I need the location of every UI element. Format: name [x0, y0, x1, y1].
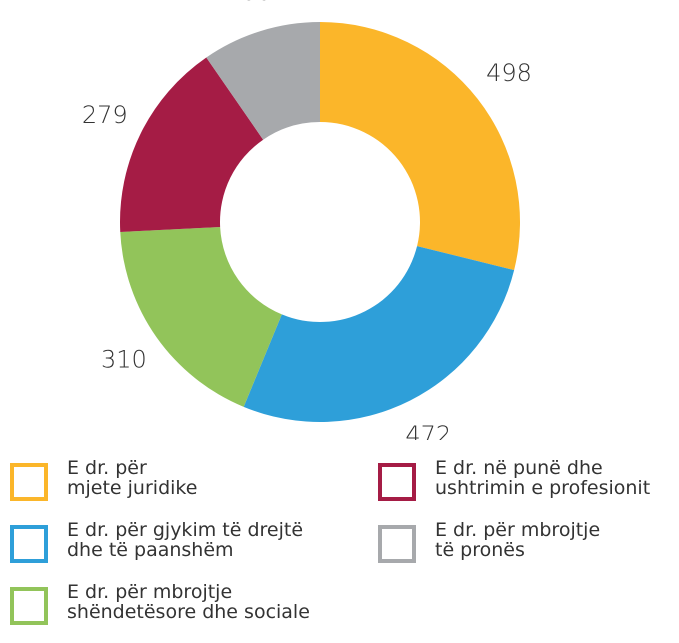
legend-swatch — [378, 463, 416, 501]
legend-item: E dr. për mbrojtje të pronës — [378, 520, 600, 563]
legend-item: E dr. në punë dhe ushtrimin e profesioni… — [378, 458, 650, 501]
donut-slice — [320, 22, 520, 271]
legend-swatch — [10, 463, 48, 501]
legend-label: E dr. për mbrojtje të pronës — [435, 519, 601, 561]
legend-item: E dr. për mbrojtje shëndetësore dhe soci… — [10, 582, 310, 625]
data-label: 166 — [226, 0, 272, 6]
donut-slice — [119, 57, 264, 233]
legend-swatch — [10, 587, 48, 625]
chart: 498 472 310 279 166 — [82, 0, 532, 440]
legend-swatch — [10, 525, 48, 563]
donut-slice — [206, 22, 320, 140]
data-label: 310 — [101, 345, 147, 373]
legend-item: E dr. për gjykim të drejtë dhe të paansh… — [10, 520, 303, 563]
data-label: 498 — [486, 59, 532, 87]
data-label: 279 — [82, 101, 128, 129]
legend-label: E dr. për mbrojtje shëndetësore dhe soci… — [67, 581, 310, 623]
donut-slice — [243, 246, 515, 423]
donut-slice — [120, 227, 282, 407]
data-label: 472 — [405, 421, 451, 440]
legend-label: E dr. në punë dhe ushtrimin e profesioni… — [435, 457, 651, 499]
legend-label: E dr. për mjete juridike — [67, 457, 198, 499]
legend-swatch — [378, 525, 416, 563]
legend-item: E dr. për mjete juridike — [10, 458, 197, 501]
legend-label: E dr. për gjykim të drejtë dhe të paansh… — [67, 519, 304, 561]
